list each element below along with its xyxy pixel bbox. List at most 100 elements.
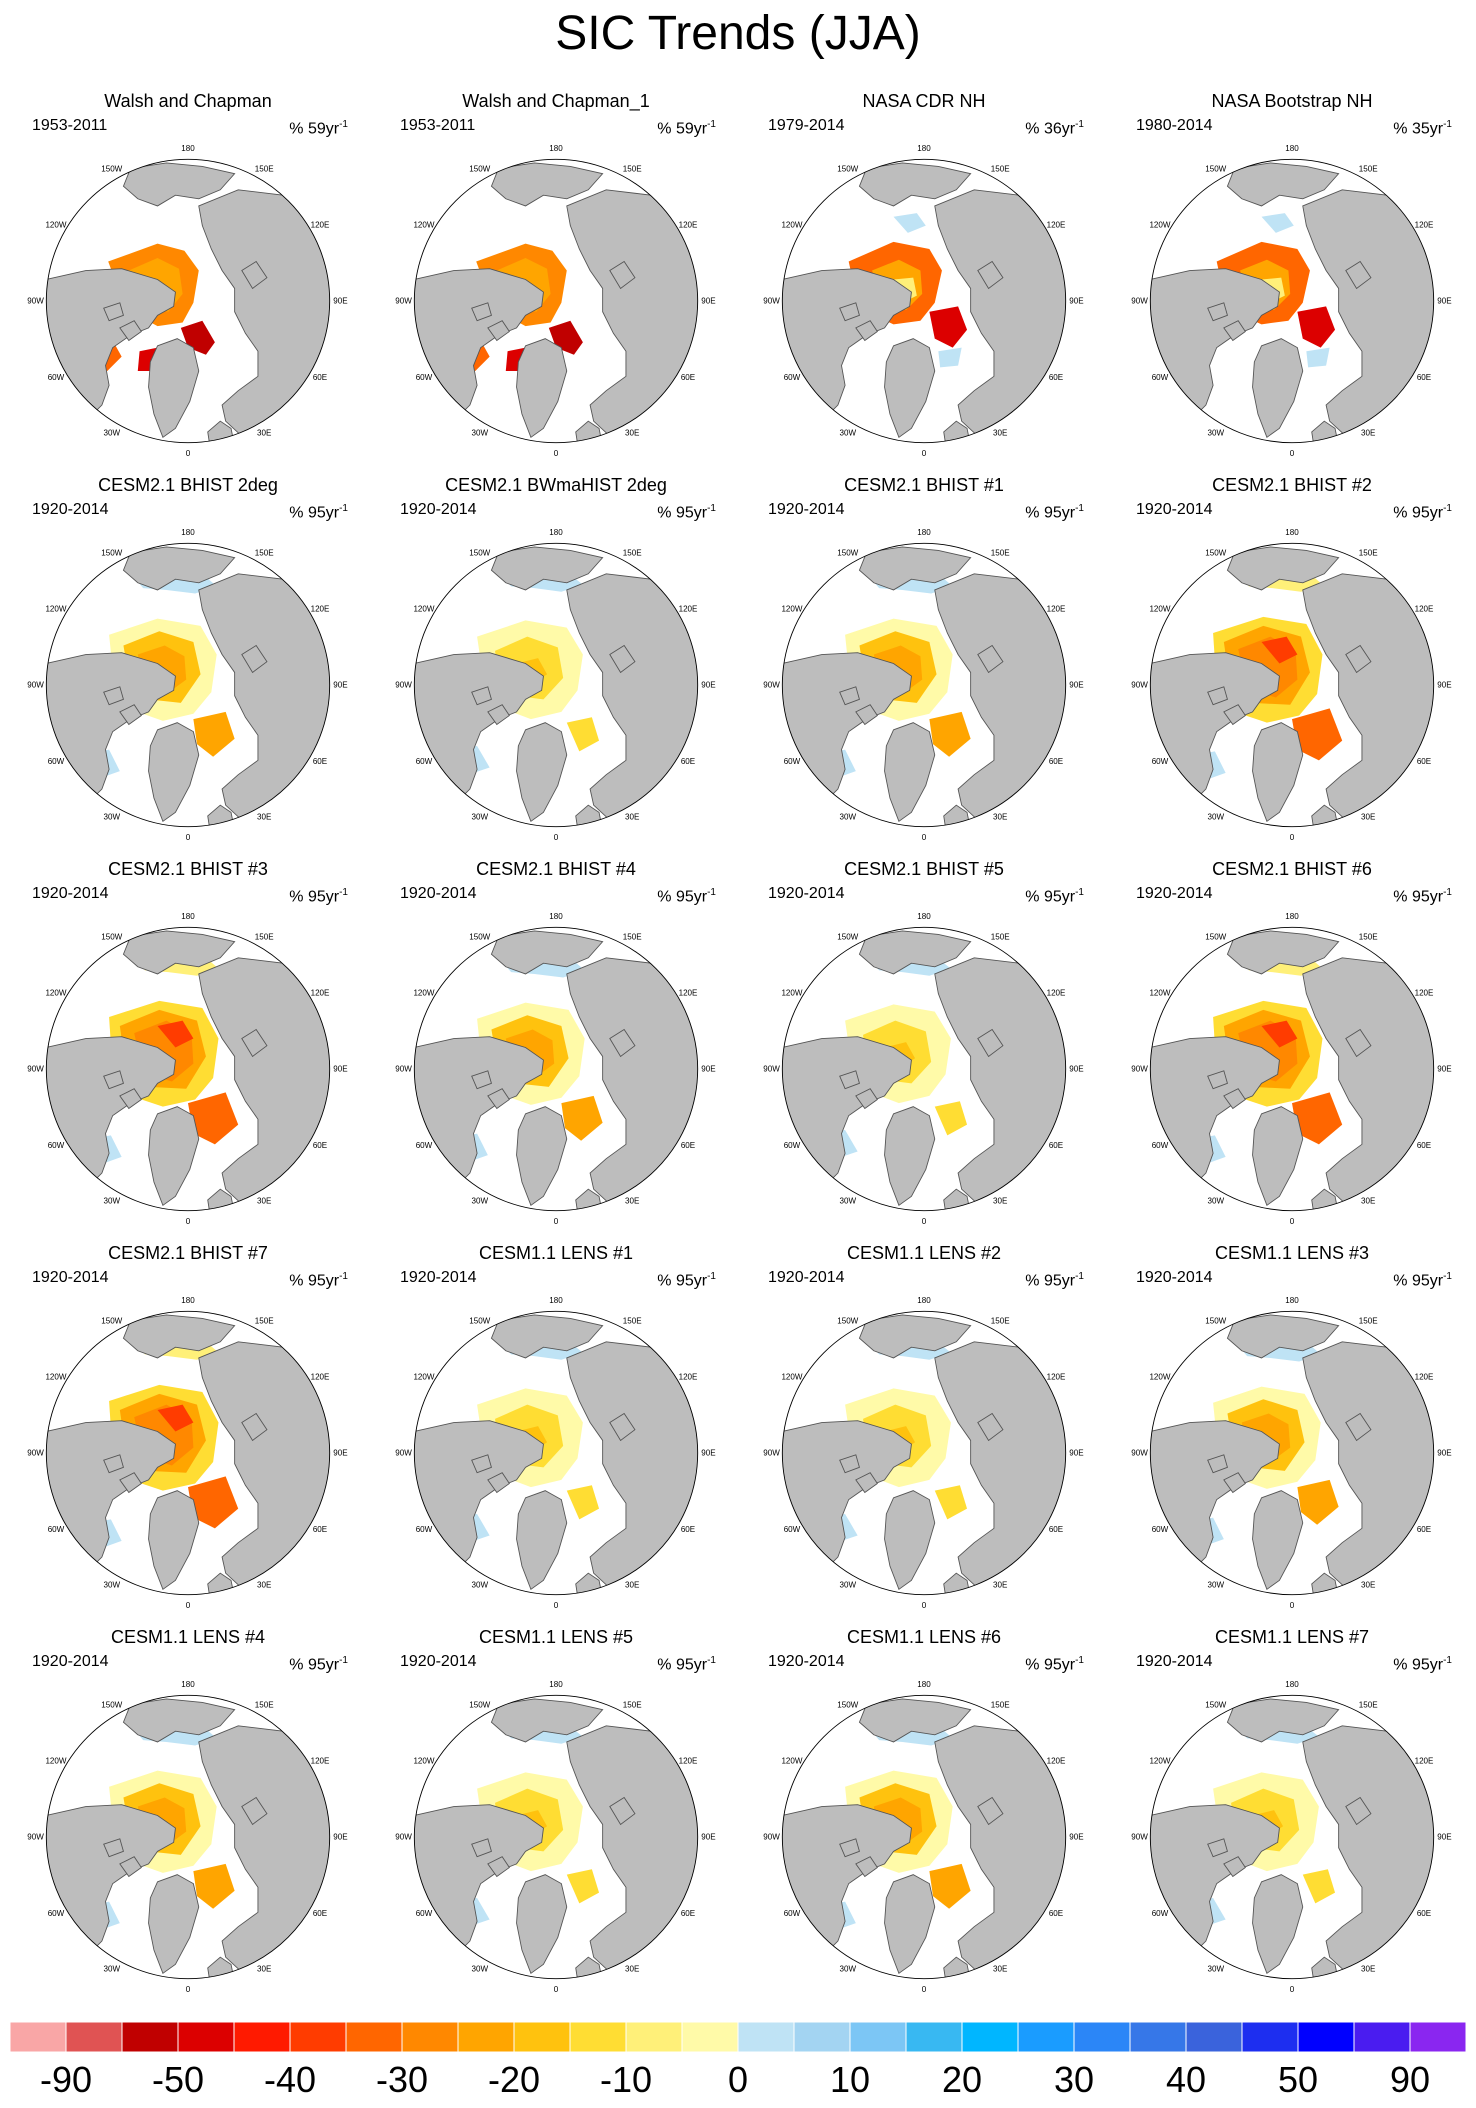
map-boundary xyxy=(1149,158,1435,444)
land-mass xyxy=(103,1454,124,1474)
longitude-label: 150E xyxy=(623,933,642,942)
longitude-label: 60E xyxy=(313,1909,328,1918)
figure-title: SIC Trends (JJA) xyxy=(555,7,921,60)
longitude-label: 0 xyxy=(186,449,191,458)
longitude-label: 120W xyxy=(1149,220,1170,229)
trend-patch xyxy=(561,1095,603,1141)
panel-title: CESM2.1 BHIST #5 xyxy=(844,859,1004,879)
longitude-label: 90W xyxy=(395,1065,412,1074)
longitude-label: 120W xyxy=(45,604,66,613)
land-mass xyxy=(122,930,236,975)
trend-patch xyxy=(566,1869,600,1904)
longitude-label: 60E xyxy=(1417,373,1432,382)
longitude-label: 120W xyxy=(413,988,434,997)
longitude-label: 120E xyxy=(311,220,330,229)
longitude-label: 120W xyxy=(413,604,434,613)
longitude-label: 90W xyxy=(763,1065,780,1074)
longitude-label: 120E xyxy=(1047,604,1066,613)
trend-patch xyxy=(929,306,968,348)
longitude-label: 90E xyxy=(1437,681,1452,690)
longitude-label: 120W xyxy=(781,1372,802,1381)
panel-title: Walsh and Chapman xyxy=(104,91,272,111)
longitude-label: 0 xyxy=(1290,1217,1295,1226)
longitude-label: 90W xyxy=(1131,297,1148,306)
longitude-label: 150W xyxy=(101,933,122,942)
longitude-label: 30W xyxy=(471,1197,488,1206)
trend-patch xyxy=(188,1092,239,1145)
panel-period: 1920-2014 xyxy=(768,501,845,518)
land-mass xyxy=(103,1838,124,1858)
colorbar-tick-label: 50 xyxy=(1277,2059,1319,2100)
polar-map: 180 150W 150E 120W 120E 90W 90E 60W 60E 30W 30E 0 xyxy=(395,912,716,1226)
polar-map: 180 150W 150E 120W 120E 90W 90E 60W 60E 30W 30E 0 xyxy=(27,144,348,458)
land-mass xyxy=(977,260,1004,290)
longitude-label: 30E xyxy=(1361,1965,1376,1974)
longitude-label: 120W xyxy=(781,220,802,229)
land-mass xyxy=(119,1472,142,1494)
longitude-label: 30E xyxy=(1361,1581,1376,1590)
land-mass xyxy=(1252,1490,1304,1591)
panel-period: 1920-2014 xyxy=(400,885,477,902)
longitude-label: 120W xyxy=(1149,1372,1170,1381)
longitude-label: 90E xyxy=(333,1065,348,1074)
colorbar-box xyxy=(1129,2022,1187,2053)
map-boundary xyxy=(413,1694,699,1980)
map-panel: CESM1.1 LENS #3 1920-2014% 95yr-1 180 150W 1… xyxy=(1108,1242,1476,1626)
longitude-label: 120E xyxy=(1415,220,1434,229)
longitude-label: 90W xyxy=(27,297,44,306)
colorbar-box xyxy=(1297,2022,1355,2053)
colorbar-tick-label: 40 xyxy=(1165,2059,1207,2100)
trend-patch xyxy=(893,213,926,233)
land-mass xyxy=(1226,162,1340,207)
land-mass xyxy=(1223,320,1246,342)
land-mass xyxy=(977,1412,1004,1442)
map-panel: CESM1.1 LENS #2 1920-2014% 95yr-1 180 150W 1… xyxy=(740,1242,1108,1626)
panel-units: % 95yr-1 xyxy=(657,503,716,522)
panel-units: % 95yr-1 xyxy=(1393,887,1452,906)
longitude-label: 120W xyxy=(413,1372,434,1381)
longitude-label: 150E xyxy=(623,165,642,174)
longitude-label: 150W xyxy=(101,1701,122,1710)
longitude-label: 0 xyxy=(1290,1601,1295,1610)
panel-title: CESM2.1 BHIST 2deg xyxy=(98,475,278,495)
land-mass xyxy=(103,302,124,322)
map-boundary xyxy=(45,926,331,1212)
longitude-label: 90E xyxy=(701,297,716,306)
colorbar-box xyxy=(1073,2022,1131,2053)
land-mass xyxy=(487,704,510,726)
panel-title: CESM1.1 LENS #6 xyxy=(846,1627,1002,1647)
longitude-label: 30W xyxy=(839,1581,856,1590)
longitude-label: 90E xyxy=(1069,297,1084,306)
map-panel: NASA Bootstrap NH 1980-2014 % 35yr-1 180 150… xyxy=(1108,90,1476,474)
panel-period: 1920-2014 xyxy=(400,1269,477,1286)
longitude-label: 180 xyxy=(917,912,931,921)
panel-period: 1920-2014 xyxy=(32,1269,109,1286)
longitude-label: 180 xyxy=(1285,1680,1299,1689)
longitude-label: 30W xyxy=(839,429,856,438)
longitude-label: 30E xyxy=(625,1197,640,1206)
polar-map: 180 150W 150E 120W 120E 90W 90E 60W 60E 30W 30E 0 xyxy=(1131,528,1452,842)
land-mass xyxy=(516,1106,568,1207)
land-mass xyxy=(884,1490,936,1591)
longitude-label: 90E xyxy=(1069,681,1084,690)
longitude-label: 90E xyxy=(1437,1065,1452,1074)
colorbar-box xyxy=(1017,2022,1075,2053)
longitude-label: 30E xyxy=(993,429,1008,438)
longitude-label: 150W xyxy=(101,165,122,174)
longitude-label: 0 xyxy=(1290,1985,1295,1994)
panel-period: 1920-2014 xyxy=(400,501,477,518)
panel-units: % 95yr-1 xyxy=(289,503,348,522)
land-mass xyxy=(1207,1838,1228,1858)
colorbar-box xyxy=(1185,2022,1243,2053)
longitude-label: 90W xyxy=(763,1449,780,1458)
longitude-label: 60E xyxy=(681,1141,696,1150)
colorbar-box xyxy=(121,2022,179,2053)
longitude-label: 30E xyxy=(993,1965,1008,1974)
longitude-label: 180 xyxy=(181,1296,195,1305)
longitude-label: 90W xyxy=(27,1065,44,1074)
longitude-label: 60E xyxy=(681,1909,696,1918)
longitude-label: 180 xyxy=(549,144,563,153)
land-mass xyxy=(1345,260,1372,290)
longitude-label: 90E xyxy=(1437,1833,1452,1842)
colorbar-tick-label: 30 xyxy=(1053,2059,1095,2100)
